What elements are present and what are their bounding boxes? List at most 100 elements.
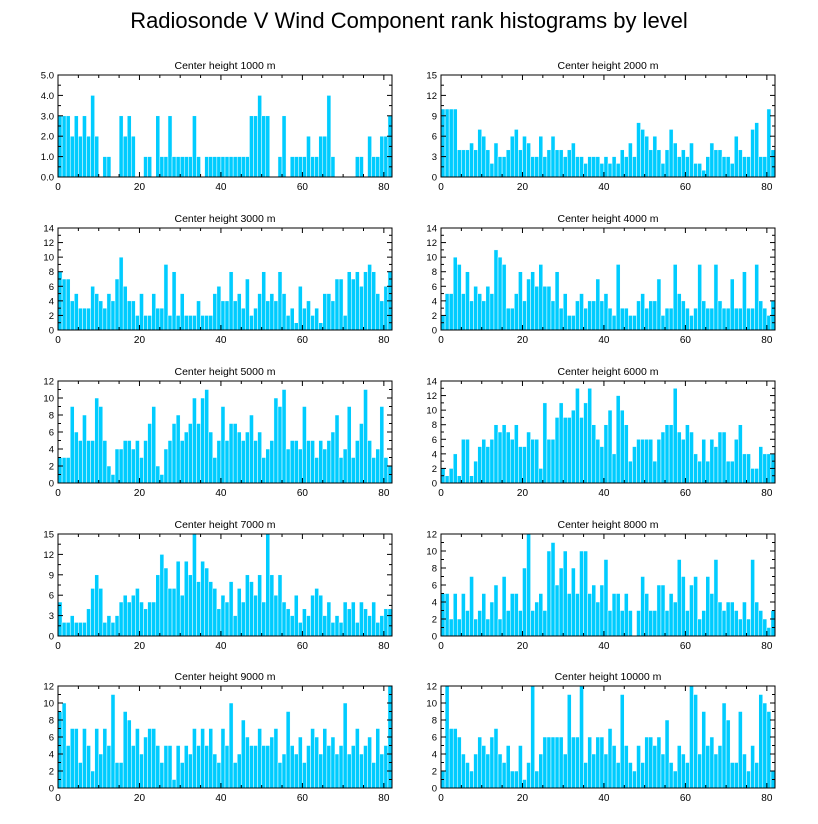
- histogram-bar: [693, 694, 698, 789]
- histogram-bar: [738, 149, 743, 178]
- histogram-bar: [754, 264, 759, 331]
- y-tick-label: 15: [43, 530, 54, 541]
- histogram-panel: Center height 4000 m 0 20 40 60 80 0 2 4 6 8 10 12 14: [426, 213, 776, 346]
- histogram-bar: [542, 610, 548, 637]
- histogram-bar: [619, 694, 625, 789]
- histogram-bar: [379, 615, 385, 637]
- histogram-bar: [461, 293, 466, 331]
- y-tick-label: 6: [432, 132, 437, 143]
- histogram-bar: [355, 622, 360, 637]
- histogram-bar: [766, 627, 772, 637]
- histogram-bar: [640, 129, 645, 178]
- histogram-bar: [375, 293, 381, 331]
- histogram-bar: [644, 135, 649, 178]
- histogram-bar: [758, 300, 764, 331]
- histogram-bar: [224, 156, 230, 178]
- histogram-bar: [147, 315, 152, 331]
- histogram-bar: [583, 550, 588, 637]
- histogram-bar: [306, 300, 311, 331]
- histogram-bar: [273, 300, 279, 331]
- histogram-bar: [253, 594, 258, 637]
- histogram-bar: [302, 307, 307, 331]
- histogram-bar: [554, 149, 560, 178]
- histogram-bar: [322, 728, 328, 789]
- y-tick-label: 12: [426, 530, 437, 541]
- histogram-bar: [628, 315, 633, 331]
- histogram-bar: [518, 149, 523, 178]
- y-tick-label: 3.0: [41, 111, 54, 122]
- histogram-bar: [697, 460, 702, 484]
- histogram-bar: [473, 286, 478, 331]
- histogram-bar: [497, 256, 503, 331]
- y-tick-label: 3: [49, 611, 54, 622]
- histogram-bar: [571, 142, 576, 178]
- histogram-bar: [78, 307, 83, 331]
- histogram-bar: [196, 300, 201, 331]
- histogram-bar: [770, 610, 776, 637]
- histogram-bar: [615, 264, 621, 331]
- histogram-bar: [758, 610, 764, 637]
- y-tick-label: 6: [49, 282, 54, 293]
- histogram-bar: [750, 745, 755, 789]
- histogram-bar: [689, 685, 694, 789]
- histogram-bar: [122, 135, 128, 178]
- histogram-bar: [257, 95, 262, 178]
- histogram-bar: [709, 142, 715, 178]
- histogram-bar: [587, 388, 592, 484]
- histogram-bar: [257, 293, 262, 331]
- histogram-bar: [216, 762, 222, 789]
- histogram-bar: [338, 745, 344, 789]
- histogram-bar: [583, 307, 588, 331]
- y-tick-label: 12: [426, 91, 437, 102]
- histogram-bar: [106, 156, 112, 178]
- histogram-bar: [734, 762, 739, 789]
- histogram-bar: [383, 286, 389, 331]
- histogram-bar: [330, 156, 336, 178]
- histogram-bar: [656, 149, 662, 178]
- histogram-bar: [326, 440, 332, 484]
- histogram-bar: [245, 156, 250, 178]
- histogram-bar: [257, 728, 262, 789]
- histogram-bar: [220, 300, 226, 331]
- y-tick-label: 14: [426, 377, 437, 388]
- histogram-bar: [102, 728, 108, 789]
- histogram-bar: [192, 115, 197, 178]
- histogram-bar: [530, 610, 535, 637]
- histogram-bar: [530, 156, 535, 178]
- histogram-bar: [147, 423, 152, 484]
- histogram-bar: [363, 608, 368, 637]
- histogram-bar: [481, 439, 487, 484]
- histogram-bar: [591, 424, 597, 484]
- histogram-bar: [98, 300, 104, 331]
- histogram-bar: [155, 745, 161, 789]
- histogram-bar: [314, 736, 319, 789]
- histogram-bar: [477, 293, 482, 331]
- histogram-bar: [241, 719, 246, 789]
- histogram-bar: [346, 608, 352, 637]
- histogram-bar: [457, 736, 462, 789]
- histogram-bar: [567, 694, 572, 789]
- histogram-bar: [90, 286, 95, 331]
- histogram-bar: [766, 711, 772, 789]
- histogram-panel: Center height 5000 m 0 20 40 60 80 0 2 4 6 8 10 12: [43, 366, 393, 499]
- histogram-bar: [681, 576, 686, 637]
- histogram-bar: [86, 135, 91, 178]
- y-tick-label: 4: [49, 296, 54, 307]
- y-tick-label: 8: [432, 716, 437, 727]
- histogram-bar: [550, 736, 556, 789]
- histogram-bar: [363, 271, 368, 331]
- histogram-bar: [721, 156, 727, 178]
- histogram-bar: [575, 156, 580, 178]
- histogram-bar: [135, 315, 140, 331]
- histogram-bar: [359, 753, 364, 789]
- histogram-bar: [114, 762, 120, 789]
- histogram-bar: [216, 156, 222, 178]
- histogram-bar: [281, 753, 287, 789]
- histogram-bar: [236, 431, 242, 484]
- histogram-bar: [721, 307, 727, 331]
- histogram-bar: [147, 601, 152, 637]
- histogram-bar: [652, 300, 658, 331]
- histogram-bar: [660, 315, 666, 331]
- histogram-bar: [603, 753, 609, 789]
- histogram-bar: [277, 406, 283, 484]
